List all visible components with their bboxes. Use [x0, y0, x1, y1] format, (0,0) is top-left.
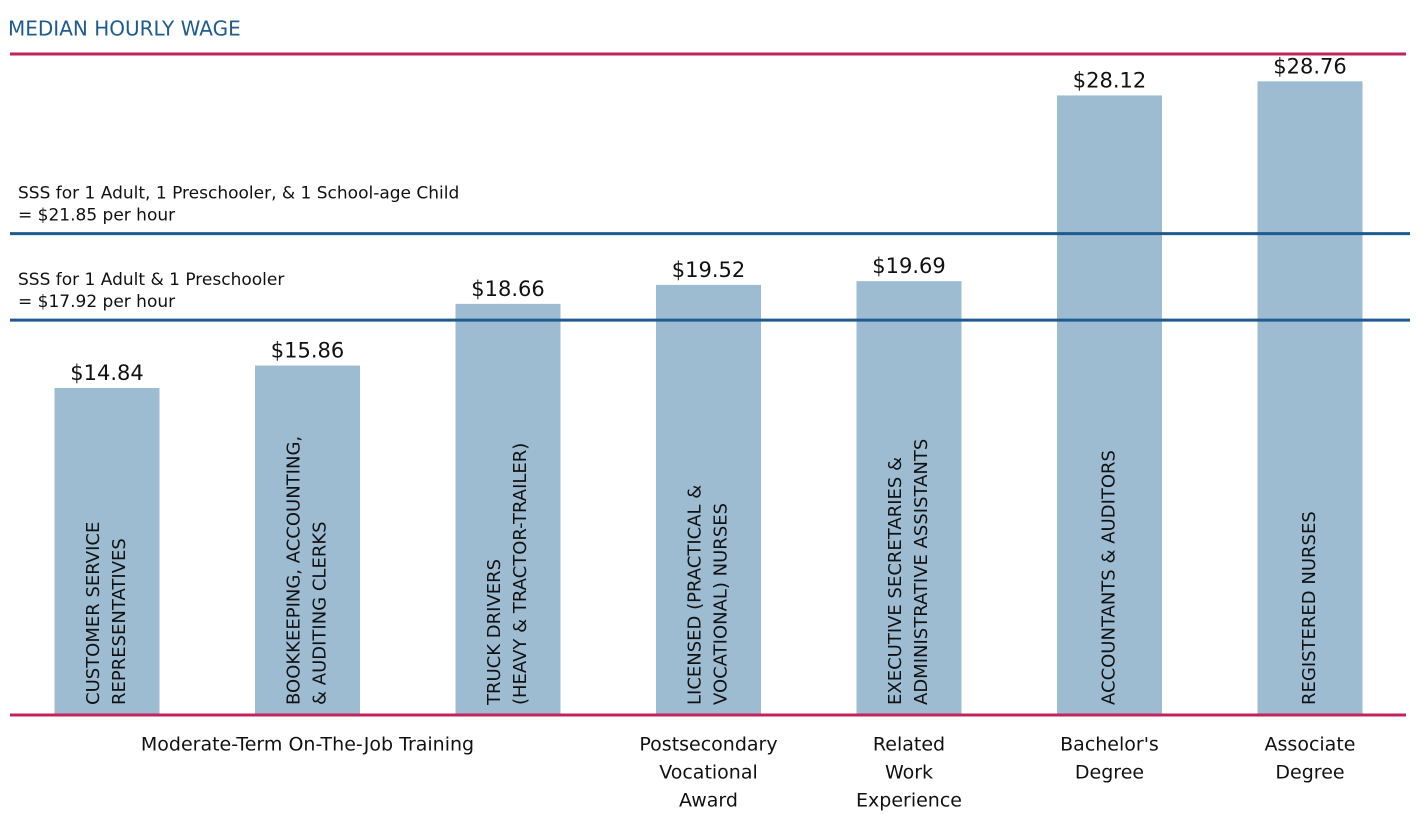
category-label: CUSTOMER SERVICE [83, 522, 104, 705]
bar [1257, 81, 1363, 715]
value-label: $19.69 [872, 254, 945, 278]
bar [455, 303, 561, 715]
reference-label: = $17.92 per hour [18, 292, 175, 312]
category-label: BOOKKEEPING, ACCOUNTING, [284, 436, 305, 705]
group-label: Experience [856, 790, 962, 812]
bar [856, 281, 962, 715]
category-label: VOCATIONAL) NURSES [711, 503, 732, 705]
group-label: Bachelor's [1060, 734, 1159, 756]
group-label: Associate [1265, 734, 1356, 756]
category-label: REPRESENTATIVES [109, 538, 130, 705]
group-label: Postsecondary [639, 734, 777, 756]
category-label: EXECUTIVE SECRETARIES & [885, 457, 906, 705]
group-label: Related [873, 734, 945, 756]
category-label: ADMINISTRATIVE ASSISTANTS [911, 439, 932, 705]
value-label: $18.66 [471, 277, 544, 301]
bar [255, 365, 360, 715]
category-label: & AUDITING CLERKS [310, 521, 331, 705]
reference-label: SSS for 1 Adult & 1 Preschooler [18, 270, 284, 290]
chart-title: MEDIAN HOURLY WAGE [8, 17, 241, 41]
value-label: $28.76 [1273, 54, 1346, 78]
value-label: $15.86 [271, 339, 344, 363]
group-label: Work [885, 762, 933, 784]
value-label: $14.84 [70, 361, 143, 385]
bar [54, 388, 160, 715]
group-label: Degree [1075, 762, 1144, 784]
category-label: TRUCK DRIVERS [484, 559, 505, 706]
bar [656, 284, 761, 715]
category-label: ACCOUNTANTS & AUDITORS [1099, 450, 1120, 705]
bar [1057, 95, 1162, 715]
value-label: $19.52 [672, 258, 745, 282]
value-label: $28.12 [1073, 68, 1146, 92]
group-label: Award [679, 790, 738, 812]
category-label: LICENSED (PRACTICAL & [685, 485, 706, 705]
group-label: Degree [1275, 762, 1344, 784]
reference-label: = $21.85 per hour [18, 206, 175, 226]
group-label: Vocational [659, 762, 758, 784]
group-label: Moderate-Term On-The-Job Training [141, 734, 474, 756]
reference-label: SSS for 1 Adult, 1 Preschooler, & 1 Scho… [18, 184, 459, 204]
category-label: REGISTERED NURSES [1299, 511, 1320, 705]
category-label: (HEAVY & TRACTOR-TRAILER) [510, 443, 531, 705]
